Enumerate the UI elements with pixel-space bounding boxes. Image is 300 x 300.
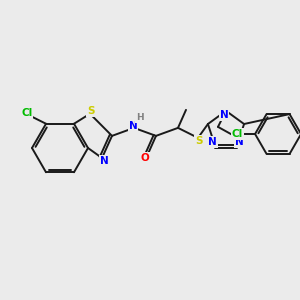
Text: S: S	[87, 106, 95, 116]
Text: N: N	[129, 121, 137, 131]
Text: O: O	[141, 153, 149, 163]
Text: S: S	[195, 136, 203, 146]
Text: N: N	[220, 110, 228, 120]
Text: Cl: Cl	[21, 108, 33, 118]
Text: Cl: Cl	[231, 129, 243, 139]
Text: N: N	[235, 137, 244, 147]
Text: H: H	[136, 113, 144, 122]
Text: N: N	[100, 156, 108, 166]
Text: N: N	[208, 137, 217, 147]
